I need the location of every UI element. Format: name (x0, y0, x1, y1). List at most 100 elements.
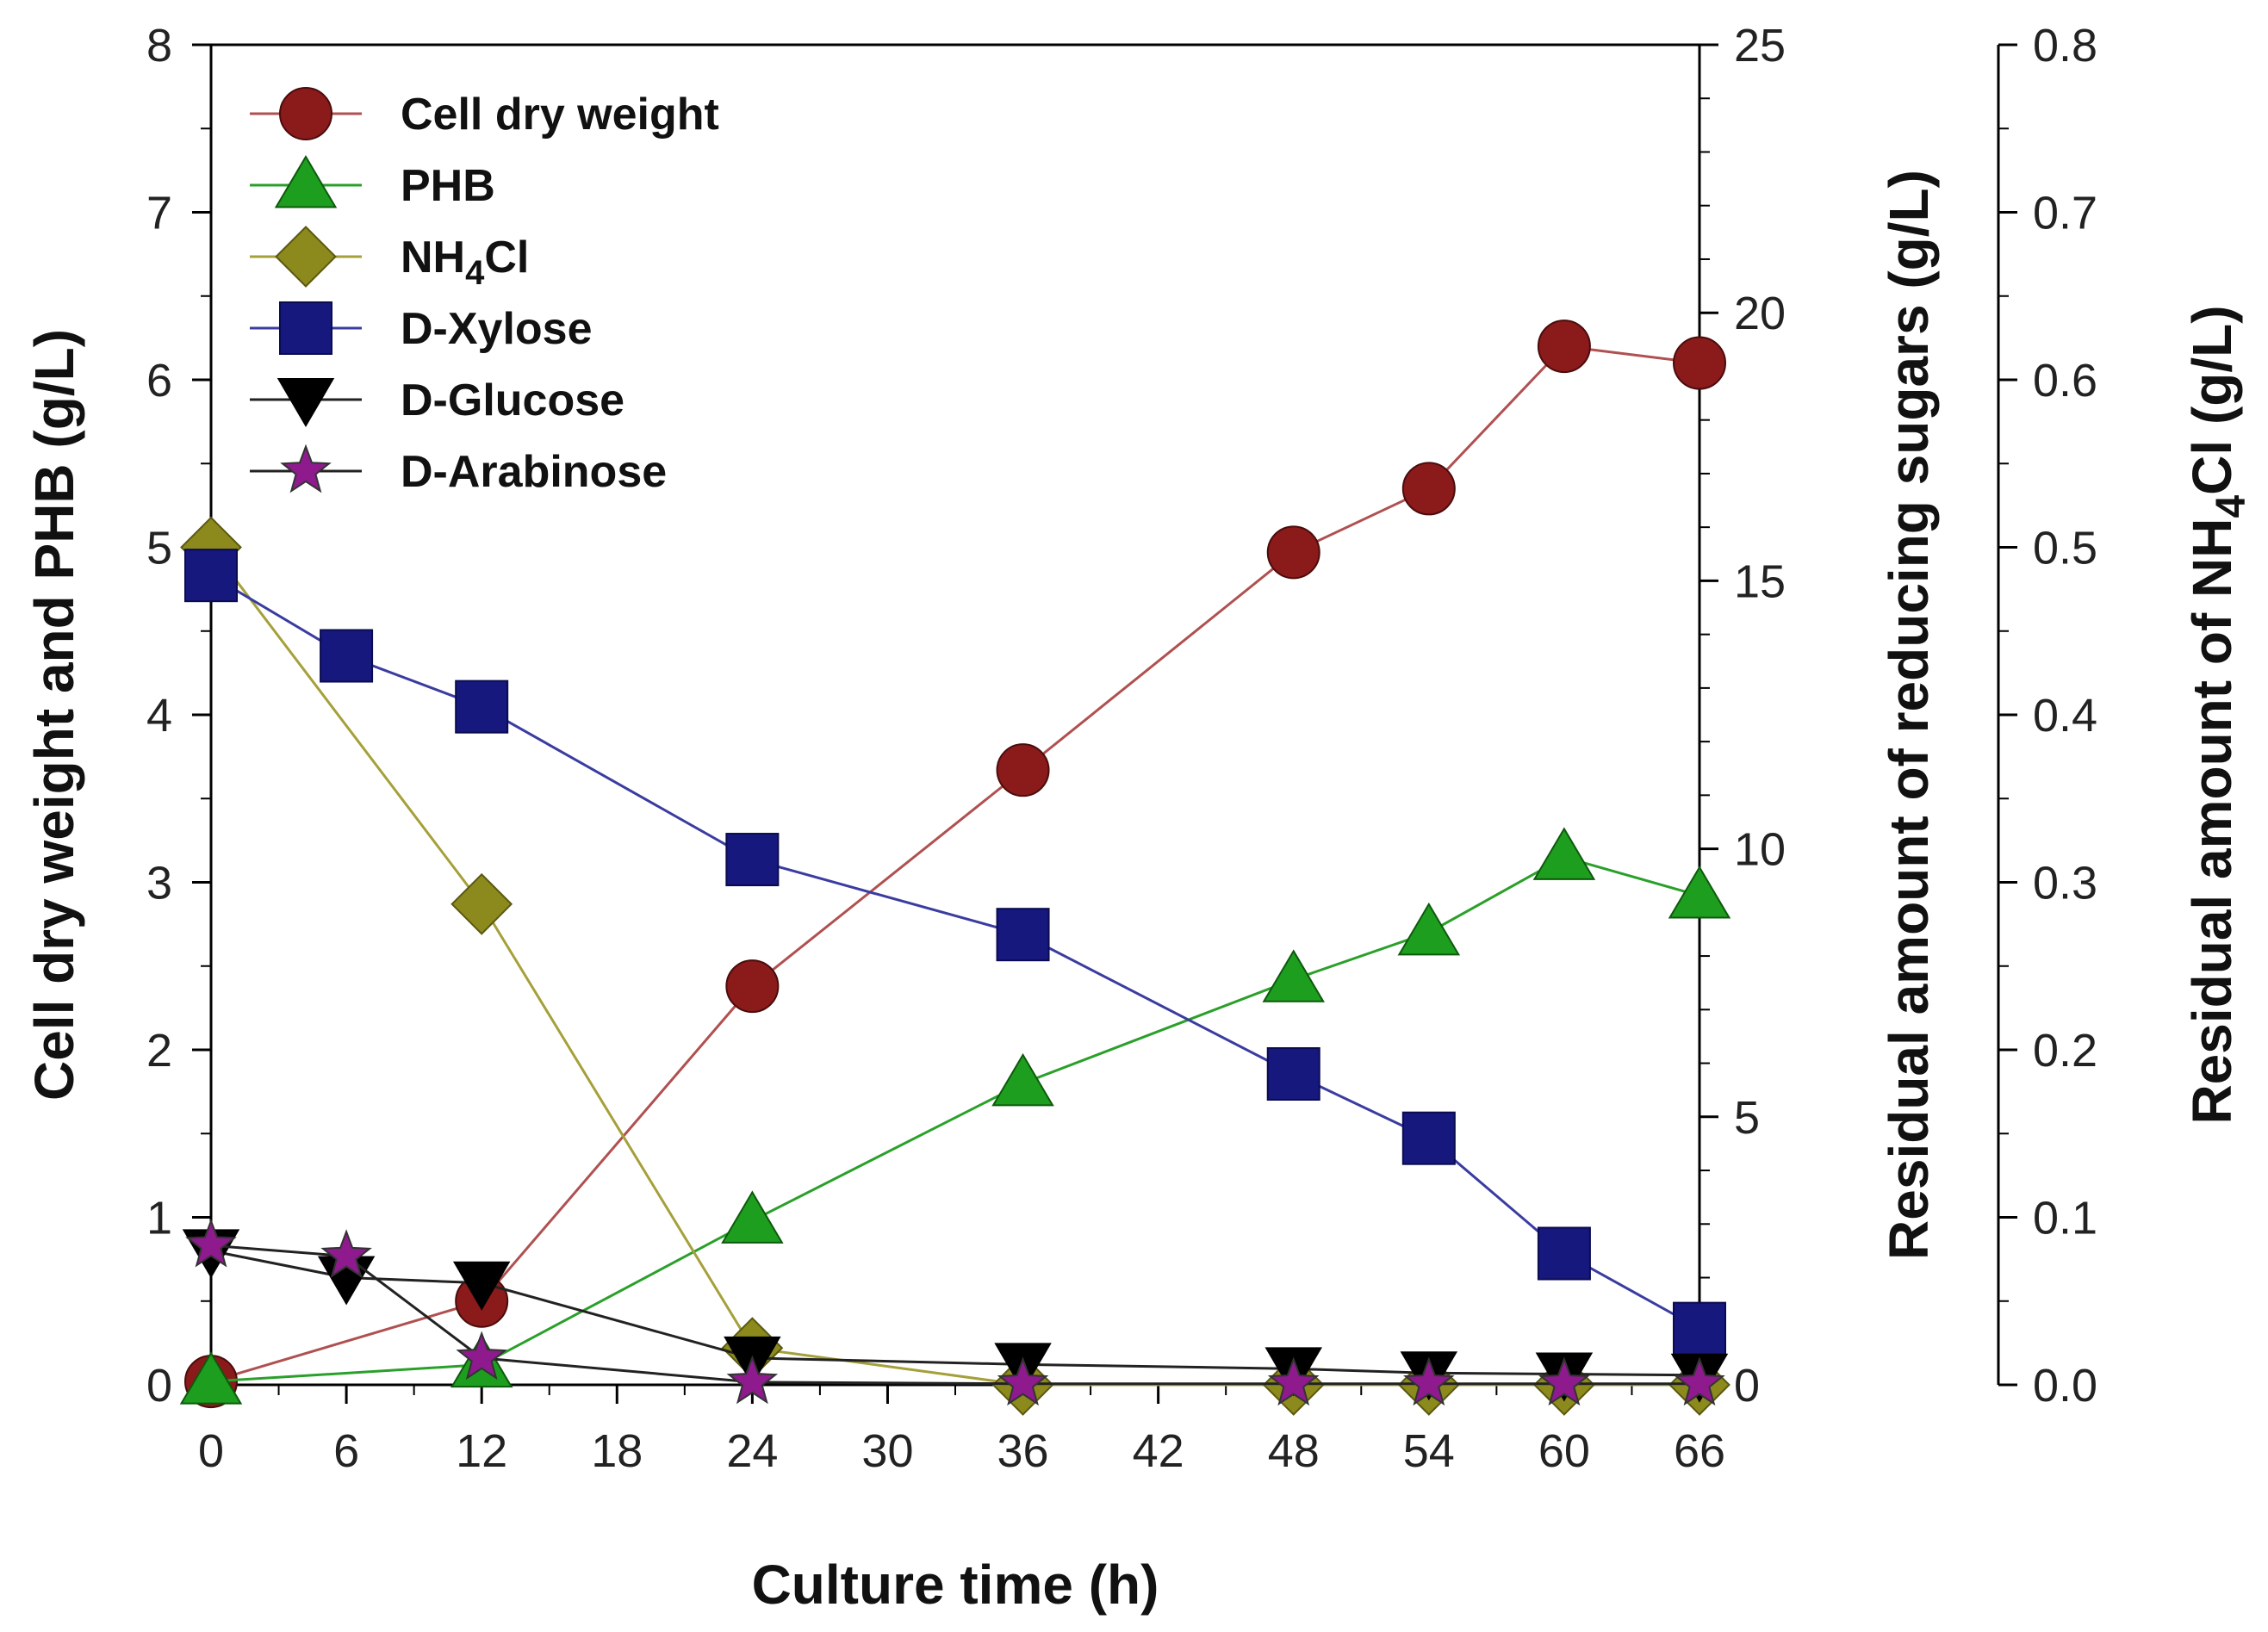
data-point-d-xylose (1673, 1301, 1726, 1356)
legend-marker-cell-dry-weight (279, 87, 332, 140)
legend-label: D-Xylose (401, 304, 593, 354)
x-axis-title: Culture time (h) (752, 1554, 1159, 1616)
data-point-cell-dry-weight (725, 959, 780, 1014)
data-point-d-xylose (1537, 1226, 1591, 1281)
sugar-tick-label: 10 (1734, 824, 1786, 876)
left-axis-ticks: 0 1 2 3 4 5 6 7 8 (146, 20, 211, 1412)
series-line-d-glucose (210, 1249, 1700, 1377)
sugar-axis-ticks: 0 5 10 15 20 25 (1699, 20, 1786, 1412)
left-tick-label: 0 (146, 1360, 172, 1412)
legend-marker-d-xylose (279, 301, 332, 355)
legend-item-d-arabinose: D-Arabinose (250, 444, 667, 497)
nh4cl-tick-label: 0.7 (2033, 188, 2097, 239)
data-point-d-arabinose (997, 1356, 1049, 1406)
data-point-d-glucose (452, 1261, 511, 1311)
nh4cl-axis-title: Residual amount of NH4Cl (g/L) (2181, 305, 2254, 1124)
series-line-nh4cl (209, 546, 1699, 1387)
nh4cl-axis-title-part: Cl (g/L) (2181, 305, 2243, 494)
x-tick-label: 18 (591, 1425, 643, 1477)
x-tick-label: 6 (333, 1425, 359, 1477)
nh4cl-tick-label: 0.4 (2033, 690, 2097, 742)
legend-label: NH4Cl (401, 233, 529, 292)
left-tick-label: 2 (146, 1025, 172, 1077)
data-point-cell-dry-weight (1537, 320, 1591, 374)
legend-label: D-Arabinose (401, 447, 667, 497)
legend-label: D-Glucose (401, 375, 624, 425)
data-point-phb (179, 1351, 243, 1405)
data-point-d-xylose (1401, 1111, 1456, 1165)
left-tick-label: 4 (146, 690, 172, 742)
data-point-d-arabinose (320, 1229, 372, 1278)
data-point-d-arabinose (1674, 1356, 1725, 1406)
legend-marker-d-arabinose (280, 444, 332, 493)
series-phb (179, 827, 1731, 1405)
data-point-cell-dry-weight (1401, 462, 1456, 516)
legend-label-part: Cl (484, 233, 529, 282)
nh4cl-axis-title-subscript: 4 (2209, 495, 2254, 518)
x-tick-label: 30 (861, 1425, 913, 1477)
x-tick-label: 66 (1674, 1425, 1725, 1477)
data-point-d-xylose (320, 629, 374, 683)
sugar-tick-label: 0 (1734, 1360, 1760, 1412)
x-tick-label: 60 (1538, 1425, 1590, 1477)
x-tick-label: 36 (997, 1425, 1049, 1477)
legend-marker-d-glucose (277, 378, 335, 427)
data-point-d-arabinose (726, 1355, 779, 1405)
data-point-phb (721, 1190, 784, 1244)
nh4cl-tick-label: 0.8 (2033, 20, 2097, 71)
data-point-cell-dry-weight (996, 743, 1050, 797)
data-point-phb (1668, 866, 1731, 919)
data-point-d-xylose (184, 549, 238, 603)
data-point-d-xylose (725, 833, 780, 887)
nh4cl-axis-title-part: Residual amount of NH (2181, 518, 2243, 1125)
data-point-d-arabinose (1403, 1356, 1455, 1406)
legend-label-part: NH (401, 233, 465, 282)
nh4cl-axis-ticks: 0.0 0.1 0.2 0.3 0.4 0.5 0.6 0.7 0.8 (1998, 20, 2097, 1412)
data-point-phb (1397, 902, 1461, 956)
sugar-tick-label: 20 (1734, 288, 1786, 339)
legend-item-d-xylose: D-Xylose (250, 301, 593, 355)
data-point-d-xylose (455, 679, 509, 734)
legend-label: PHB (401, 161, 495, 211)
sugar-tick-label: 15 (1734, 555, 1786, 607)
data-point-cell-dry-weight (1266, 525, 1320, 580)
left-tick-label: 1 (146, 1193, 172, 1244)
data-point-d-xylose (1266, 1047, 1320, 1101)
left-tick-label: 8 (146, 20, 172, 71)
legend-label-subscript: 4 (465, 254, 485, 292)
legend-marker-phb (274, 155, 338, 208)
x-tick-label: 48 (1268, 1425, 1320, 1477)
data-point-phb (1532, 827, 1596, 880)
data-point-phb (991, 1052, 1054, 1107)
legend-item-phb: PHB (250, 155, 495, 211)
left-tick-label: 5 (146, 523, 172, 574)
series-d-arabinose (185, 1218, 1725, 1406)
data-point-d-arabinose (1538, 1356, 1590, 1406)
nh4cl-tick-label: 0.6 (2033, 355, 2097, 406)
data-point-d-xylose (996, 908, 1050, 962)
legend-item-d-glucose: D-Glucose (250, 375, 624, 427)
nh4cl-tick-label: 0.0 (2033, 1360, 2097, 1412)
sugar-axis-title: Residual amount of reducing sugars (g/L) (1878, 170, 1940, 1260)
legend-item-nh4cl: NH4Cl (250, 226, 529, 292)
sugar-tick-label: 25 (1734, 20, 1786, 71)
x-axis-ticks: 0 6 12 18 24 30 36 42 48 54 60 66 (198, 1385, 1725, 1477)
legend-marker-nh4cl (275, 226, 337, 288)
series-line-d-xylose (210, 574, 1700, 1330)
series-d-xylose (184, 549, 1726, 1356)
legend-label: Cell dry weight (401, 90, 719, 140)
data-point-nh4cl (450, 872, 513, 935)
series-cell-dry-weight (184, 320, 1726, 1409)
data-point-d-arabinose (185, 1218, 237, 1268)
legend-item-cell-dry-weight: Cell dry weight (250, 87, 719, 140)
nh4cl-tick-label: 0.2 (2033, 1025, 2097, 1077)
left-tick-label: 6 (146, 355, 172, 406)
x-tick-label: 24 (726, 1425, 778, 1477)
series-line-cell-dry-weight (210, 344, 1700, 1383)
legend: Cell dry weight PHB NH4Cl D-Xylose D-Glucose… (250, 87, 719, 497)
nh4cl-tick-label: 0.5 (2033, 523, 2097, 574)
sugar-tick-label: 5 (1734, 1092, 1760, 1144)
data-point-d-arabinose (1267, 1356, 1320, 1406)
